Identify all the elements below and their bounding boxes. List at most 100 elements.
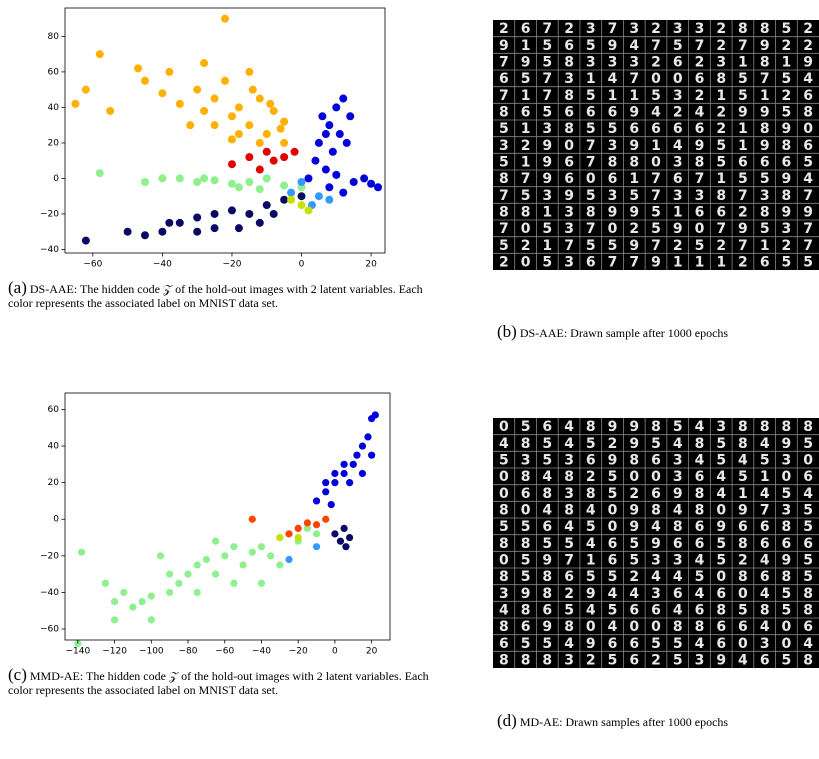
point — [297, 177, 306, 186]
point — [349, 177, 358, 186]
y-tick-label: 60 — [48, 405, 60, 415]
caption-text: DS-AAE: Drawn sample after 1000 epochs — [519, 326, 729, 340]
axes-frame — [64, 392, 391, 641]
x-tick-label: 0 — [332, 647, 338, 657]
y-tick-label: −60 — [40, 625, 59, 635]
digit-row: 858655244508685 — [499, 569, 813, 585]
point — [290, 147, 299, 156]
point — [340, 469, 348, 478]
x-tick-label: −80 — [179, 647, 198, 657]
point — [245, 209, 254, 218]
y-tick-label: −40 — [40, 245, 59, 255]
point — [314, 192, 323, 201]
point — [267, 552, 275, 560]
point — [312, 543, 321, 551]
digit-row: 056489985438888 — [499, 419, 813, 435]
point — [297, 192, 306, 201]
point — [234, 183, 243, 192]
point — [368, 451, 376, 459]
point — [322, 515, 330, 523]
point — [123, 227, 132, 236]
point — [158, 89, 167, 98]
digit-row: 705370259079537 — [499, 221, 813, 237]
digit-row: 753953573387387 — [499, 188, 813, 204]
y-tick-label: −20 — [40, 551, 59, 561]
x-tick-label: 0 — [299, 260, 305, 270]
x-tick-label: −60 — [83, 260, 102, 270]
point — [129, 603, 137, 611]
point — [280, 117, 289, 126]
y-tick-label: 80 — [48, 32, 60, 42]
x-tick-label: −60 — [215, 647, 234, 657]
point — [322, 479, 330, 487]
point — [248, 548, 256, 556]
point — [234, 224, 243, 233]
point — [141, 231, 149, 240]
point — [340, 524, 348, 532]
point — [303, 524, 311, 532]
point — [342, 543, 350, 551]
point — [95, 169, 104, 178]
x-tick-label: −100 — [139, 647, 164, 657]
point — [269, 106, 278, 115]
point — [280, 195, 289, 204]
point — [255, 185, 264, 194]
sample-grid — [493, 20, 819, 270]
digit-row: 888325625394658 — [499, 653, 813, 669]
digit-row: 329073914951986 — [499, 138, 813, 154]
point — [287, 188, 296, 197]
point — [255, 138, 264, 147]
point — [248, 85, 257, 94]
digit-row: 205367791112655 — [499, 255, 813, 271]
point — [141, 76, 149, 85]
point — [248, 515, 256, 523]
point — [210, 94, 219, 103]
point — [200, 59, 209, 68]
plot-area — [65, 393, 390, 640]
point — [200, 106, 209, 115]
caption-label: (d) — [497, 711, 517, 730]
point — [227, 112, 236, 121]
point — [227, 135, 236, 144]
point — [367, 179, 376, 188]
point — [193, 85, 202, 94]
point — [287, 195, 296, 204]
point — [257, 543, 266, 551]
point — [280, 138, 289, 147]
point — [339, 188, 348, 197]
point — [353, 451, 361, 459]
point — [74, 640, 82, 648]
x-tick-label: 20 — [365, 260, 377, 270]
point — [328, 147, 337, 156]
digit-row: 521755972527127 — [499, 238, 813, 254]
y-tick-label: 20 — [48, 138, 60, 148]
point — [374, 183, 383, 192]
point — [346, 479, 354, 487]
point — [239, 561, 247, 569]
digit-row: 059716533452495 — [499, 553, 813, 569]
y-tick-label: −40 — [40, 588, 59, 598]
point — [211, 570, 220, 578]
y-tick-label: 0 — [53, 174, 59, 184]
point — [262, 174, 271, 183]
digit-row: 865666942429958 — [499, 105, 813, 121]
point — [280, 153, 289, 162]
point — [147, 592, 155, 600]
caption-text: MMD-AE: The hidden code 𝒵 of the hold-ou… — [8, 669, 429, 697]
point — [210, 224, 219, 233]
sample-grid — [493, 418, 819, 668]
x-tick-label: −40 — [252, 647, 271, 657]
point — [230, 579, 238, 587]
point — [312, 521, 321, 529]
digit-row: 915659475727922 — [499, 38, 813, 54]
point — [193, 227, 202, 236]
point — [358, 442, 367, 450]
caption-text: MD-AE: Drawn samples after 1000 epochs — [519, 715, 729, 729]
point — [202, 555, 210, 564]
digit-row: 879606176715594 — [499, 171, 813, 187]
point — [297, 201, 306, 210]
digit-row: 804840984809735 — [499, 503, 813, 519]
point — [304, 206, 313, 215]
x-tick-label: −120 — [102, 647, 127, 657]
point — [245, 153, 254, 162]
